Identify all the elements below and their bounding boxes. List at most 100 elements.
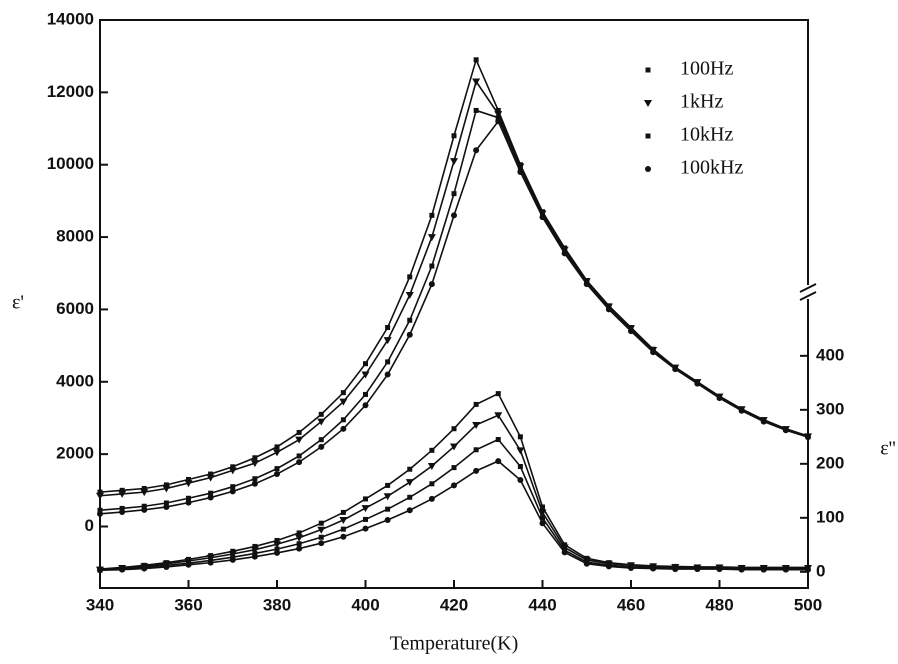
data-point: [385, 506, 391, 512]
data-point: [716, 395, 723, 402]
y2-tick-label: 400: [816, 345, 844, 364]
data-point: [738, 407, 745, 414]
data-point: [274, 466, 280, 472]
data-point: [517, 464, 523, 470]
data-point: [317, 418, 326, 426]
data-point: [252, 543, 258, 549]
data-point: [208, 490, 214, 496]
data-point: [141, 565, 148, 572]
data-point: [495, 437, 501, 443]
data-point: [97, 567, 103, 574]
legend-marker: [644, 100, 652, 107]
data-point: [118, 490, 127, 498]
data-point: [363, 496, 368, 502]
data-point: [296, 453, 302, 459]
data-point: [405, 479, 414, 487]
data-point: [516, 447, 525, 455]
data-point: [274, 444, 280, 450]
data-point: [318, 411, 324, 417]
data-point: [141, 506, 148, 513]
y2-tick-label: 300: [816, 399, 844, 418]
data-point: [383, 337, 392, 345]
data-point: [340, 533, 347, 540]
data-point: [141, 503, 147, 509]
data-point: [141, 486, 147, 492]
legend-label: 1kHz: [680, 91, 723, 113]
data-point: [716, 566, 723, 573]
data-point: [186, 495, 191, 501]
legend-label: 10kHz: [680, 124, 733, 146]
data-point: [207, 494, 214, 501]
data-point: [429, 447, 435, 453]
data-point: [694, 380, 701, 387]
data-point: [451, 426, 457, 432]
data-point: [451, 465, 457, 471]
legend-label: 100Hz: [680, 58, 733, 80]
legend-marker: [645, 67, 651, 73]
y-tick-label: 4000: [56, 371, 94, 390]
legend-marker: [645, 133, 651, 139]
data-point: [428, 495, 435, 502]
x-tick-label: 420: [440, 595, 468, 614]
data-point: [228, 550, 237, 558]
data-point: [340, 417, 346, 423]
data-point: [361, 505, 370, 513]
data-point: [539, 520, 546, 527]
data-point: [184, 480, 193, 488]
data-point: [186, 476, 191, 482]
data-point: [250, 460, 259, 468]
data-point: [539, 214, 546, 221]
y-axis-label: ε': [12, 292, 24, 314]
y-tick-label: 8000: [56, 227, 94, 246]
legend-label: 100kHz: [680, 157, 743, 179]
data-point: [540, 515, 545, 521]
x-tick-label: 400: [351, 595, 379, 614]
data-point: [340, 390, 346, 396]
data-point: [451, 133, 457, 139]
data-point: [163, 563, 170, 570]
data-point: [450, 443, 458, 451]
data-point: [318, 534, 324, 540]
data-point: [361, 371, 370, 379]
data-point: [97, 510, 103, 517]
data-point: [517, 168, 524, 175]
data-point: [738, 566, 745, 573]
data-point: [429, 263, 435, 269]
data-point: [230, 464, 236, 470]
data-point: [407, 466, 413, 472]
data-point: [694, 566, 701, 573]
data-point: [119, 566, 126, 573]
data-point: [119, 509, 126, 516]
y2-axis-label: ε'': [880, 438, 896, 460]
data-point: [185, 561, 192, 568]
data-point: [229, 488, 236, 495]
data-point: [495, 115, 501, 121]
data-point: [162, 485, 171, 493]
data-point: [362, 402, 369, 409]
data-point: [407, 494, 413, 500]
data-point: [251, 480, 258, 487]
data-point: [295, 534, 304, 542]
data-point: [428, 281, 435, 288]
data-point: [340, 526, 346, 532]
data-point: [805, 434, 811, 441]
series-line: [99, 392, 808, 570]
data-point: [628, 328, 634, 335]
data-point: [760, 418, 767, 425]
data-point: [163, 503, 170, 510]
data-point: [384, 371, 391, 378]
data-point: [650, 349, 657, 356]
x-tick-label: 360: [174, 595, 202, 614]
data-point: [561, 250, 568, 257]
axis-break: [799, 283, 817, 301]
data-point: [119, 487, 125, 493]
data-point: [451, 482, 457, 489]
data-point: [429, 212, 435, 218]
data-point: [427, 234, 436, 242]
x-tick-label: 340: [86, 595, 114, 614]
y2-tick-label: 200: [816, 453, 844, 472]
data-point: [96, 492, 104, 500]
data-point: [583, 281, 590, 288]
data-point: [495, 118, 502, 125]
data-point: [252, 455, 258, 461]
